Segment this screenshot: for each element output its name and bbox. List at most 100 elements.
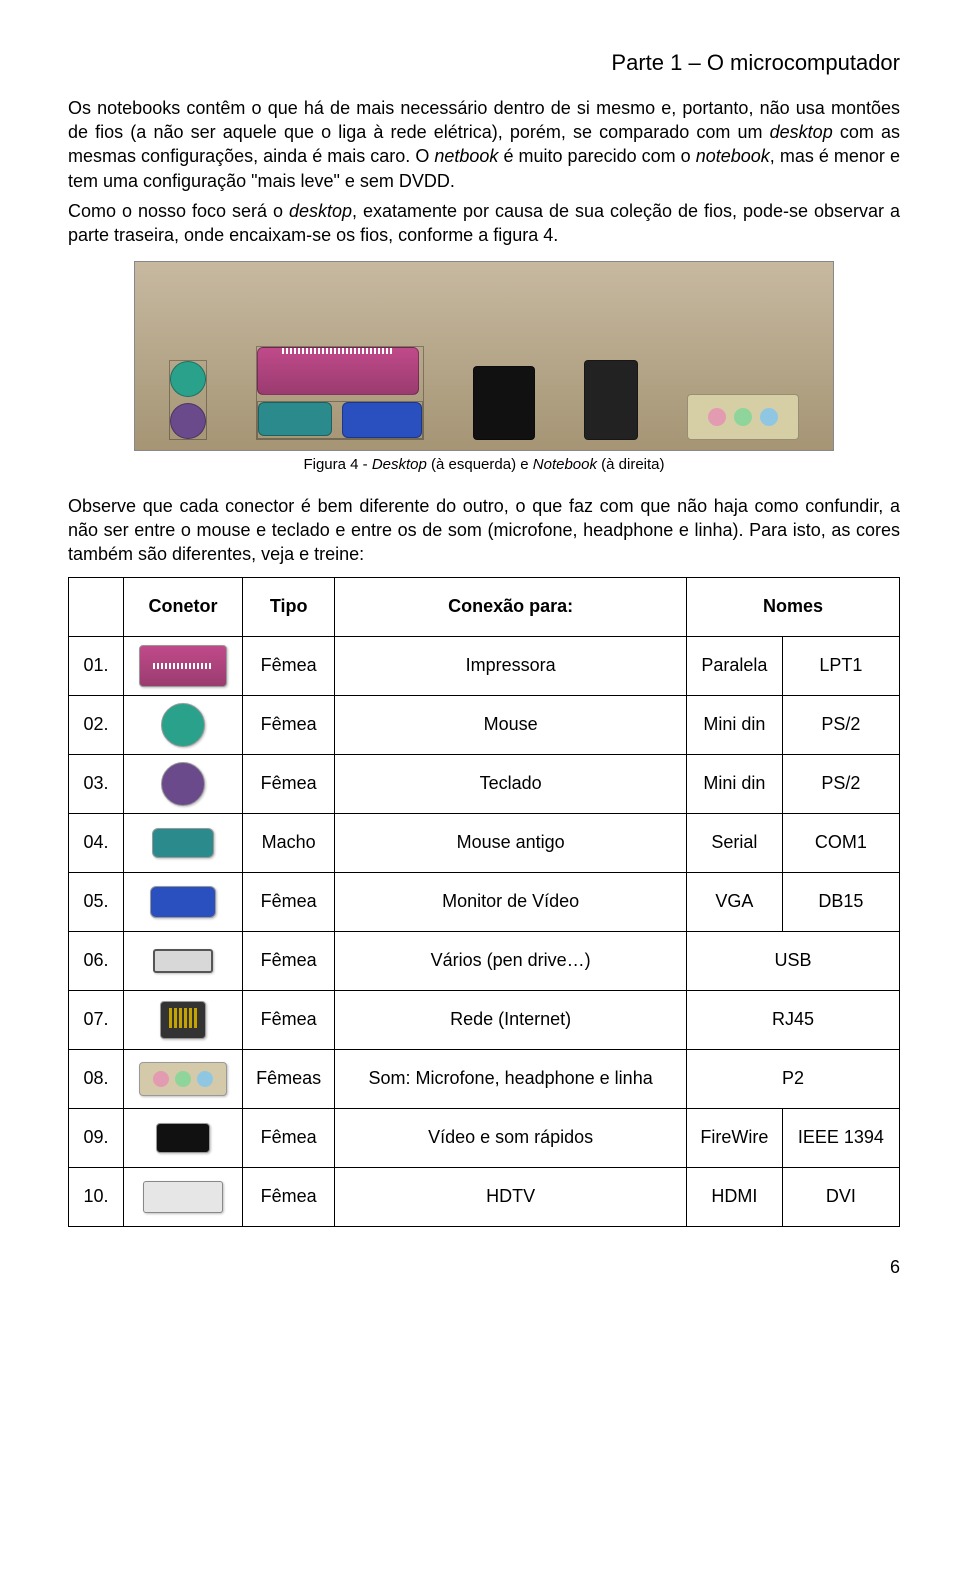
ps2g-icon <box>161 703 205 747</box>
th-conetor: Conetor <box>124 577 243 636</box>
table-row: 06. FêmeaVários (pen drive…)USB <box>69 931 900 990</box>
cell-nome2: DVI <box>782 1167 899 1226</box>
connector-image-cell <box>124 872 243 931</box>
parallel-icon <box>139 645 227 687</box>
cell-nome1: Serial <box>686 813 782 872</box>
connector-image-cell <box>124 695 243 754</box>
connector-image-cell <box>124 1108 243 1167</box>
page-header: Parte 1 – O microcomputador <box>68 48 900 78</box>
connector-image-cell <box>124 931 243 990</box>
cell-nome1: USB <box>686 931 899 990</box>
cell-conexao: Vários (pen drive…) <box>335 931 687 990</box>
cap-it1: Desktop <box>372 456 427 473</box>
cell-nome2: PS/2 <box>782 754 899 813</box>
cell-nome1: FireWire <box>686 1108 782 1167</box>
table-row: 09. FêmeaVídeo e som rápidosFireWireIEEE … <box>69 1108 900 1167</box>
cell-tipo: Fêmea <box>243 695 335 754</box>
p1-italic-netbook: netbook <box>434 146 498 166</box>
p1-text-c: é muito parecido com o <box>498 146 695 166</box>
cell-conexao: Rede (Internet) <box>335 990 687 1049</box>
firewire-icon <box>156 1123 210 1153</box>
cell-nome2: IEEE 1394 <box>782 1108 899 1167</box>
cell-nome2: DB15 <box>782 872 899 931</box>
paragraph-3: Observe que cada conector é bem diferent… <box>68 494 900 567</box>
cell-conexao: Monitor de Vídeo <box>335 872 687 931</box>
cell-tipo: Fêmea <box>243 1108 335 1167</box>
connector-image-cell <box>124 990 243 1049</box>
dvi-icon <box>143 1181 223 1213</box>
row-number: 02. <box>69 695 124 754</box>
cell-conexao: Teclado <box>335 754 687 813</box>
cell-tipo: Fêmea <box>243 931 335 990</box>
th-nomes: Nomes <box>686 577 899 636</box>
cell-nome2: PS/2 <box>782 695 899 754</box>
serial-icon <box>152 828 214 858</box>
cell-tipo: Fêmea <box>243 1167 335 1226</box>
table-row: 07. FêmeaRede (Internet)RJ45 <box>69 990 900 1049</box>
cell-conexao: HDTV <box>335 1167 687 1226</box>
connector-image-cell <box>124 754 243 813</box>
cell-conexao: Mouse antigo <box>335 813 687 872</box>
row-number: 04. <box>69 813 124 872</box>
cap-b: (à esquerda) e <box>427 456 533 473</box>
table-row: 08. FêmeasSom: Microfone, headphone e lin… <box>69 1049 900 1108</box>
cell-nome1: Mini din <box>686 695 782 754</box>
connectors-table: Conetor Tipo Conexão para: Nomes 01. Fême… <box>68 577 900 1227</box>
row-number: 07. <box>69 990 124 1049</box>
rj45-icon <box>160 1001 206 1039</box>
row-number: 10. <box>69 1167 124 1226</box>
cell-conexao: Vídeo e som rápidos <box>335 1108 687 1167</box>
connector-image-cell <box>124 1167 243 1226</box>
table-row: 05. FêmeaMonitor de VídeoVGADB15 <box>69 872 900 931</box>
audio-icon <box>139 1062 227 1096</box>
cell-nome1: VGA <box>686 872 782 931</box>
page-number: 6 <box>68 1255 900 1279</box>
connector-image-cell <box>124 636 243 695</box>
cell-tipo: Fêmea <box>243 754 335 813</box>
p1-italic-notebook: notebook <box>696 146 770 166</box>
th-tipo: Tipo <box>243 577 335 636</box>
cell-nome1: Mini din <box>686 754 782 813</box>
row-number: 09. <box>69 1108 124 1167</box>
cell-tipo: Fêmeas <box>243 1049 335 1108</box>
cell-conexao: Mouse <box>335 695 687 754</box>
cell-nome1: HDMI <box>686 1167 782 1226</box>
table-row: 03. FêmeaTecladoMini dinPS/2 <box>69 754 900 813</box>
table-row: 10. FêmeaHDTVHDMIDVI <box>69 1167 900 1226</box>
cell-tipo: Macho <box>243 813 335 872</box>
cap-c: (à direita) <box>597 456 665 473</box>
cell-tipo: Fêmea <box>243 872 335 931</box>
p2-text-a: Como o nosso foco será o <box>68 201 289 221</box>
row-number: 06. <box>69 931 124 990</box>
cell-nome1: RJ45 <box>686 990 899 1049</box>
p1-italic-desktop: desktop <box>770 122 833 142</box>
row-number: 05. <box>69 872 124 931</box>
paragraph-2: Como o nosso foco será o desktop, exatam… <box>68 199 900 248</box>
cell-tipo: Fêmea <box>243 990 335 1049</box>
connector-image-cell <box>124 813 243 872</box>
cell-conexao: Impressora <box>335 636 687 695</box>
cell-tipo: Fêmea <box>243 636 335 695</box>
row-number: 01. <box>69 636 124 695</box>
vga-icon <box>150 886 216 918</box>
cell-nome1: P2 <box>686 1049 899 1108</box>
ps2p-icon <box>161 762 205 806</box>
cell-nome2: COM1 <box>782 813 899 872</box>
table-row: 02. FêmeaMouseMini dinPS/2 <box>69 695 900 754</box>
cell-nome1: Paralela <box>686 636 782 695</box>
p2-italic-desktop: desktop <box>289 201 352 221</box>
table-row: 04. MachoMouse antigoSerialCOM1 <box>69 813 900 872</box>
cell-conexao: Som: Microfone, headphone e linha <box>335 1049 687 1108</box>
figure-4-image <box>134 261 834 451</box>
connector-image-cell <box>124 1049 243 1108</box>
usb-icon <box>153 949 213 973</box>
th-blank <box>69 577 124 636</box>
th-conexao: Conexão para: <box>335 577 687 636</box>
table-row: 01.FêmeaImpressoraParalelaLPT1 <box>69 636 900 695</box>
row-number: 08. <box>69 1049 124 1108</box>
row-number: 03. <box>69 754 124 813</box>
table-header-row: Conetor Tipo Conexão para: Nomes <box>69 577 900 636</box>
figure-4-caption: Figura 4 - Desktop (à esquerda) e Notebo… <box>68 455 900 475</box>
cap-a: Figura 4 - <box>303 456 371 473</box>
paragraph-1: Os notebooks contêm o que há de mais nec… <box>68 96 900 193</box>
